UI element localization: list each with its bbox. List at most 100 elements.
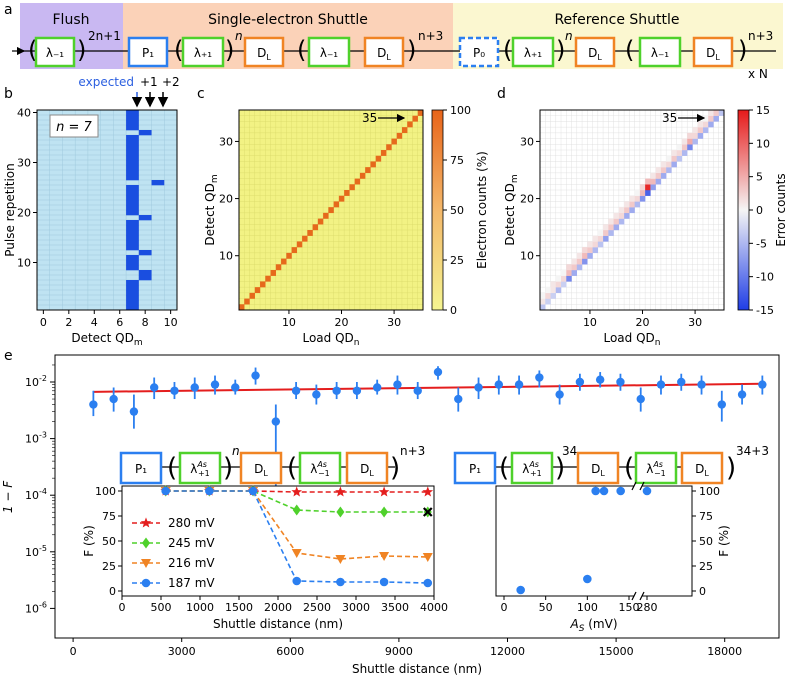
heatmap-cell	[126, 230, 139, 236]
heatmap-cell	[317, 218, 324, 225]
axis-break	[631, 481, 645, 491]
n-label: n = 7	[56, 120, 92, 135]
heatmap-cell	[576, 258, 583, 265]
x-tick-label: 500	[151, 601, 172, 614]
data-point	[656, 380, 666, 389]
heatmap-cell	[126, 255, 139, 261]
heatmap-cell	[138, 215, 152, 221]
x-tick-label: 30	[387, 316, 401, 329]
lambda-plus-box	[511, 36, 555, 68]
y-tick-label: 75	[102, 510, 116, 523]
dl-box	[692, 36, 734, 68]
series-marker	[292, 576, 302, 586]
colorbar-c	[431, 109, 444, 311]
heatmap-cell	[126, 120, 139, 126]
colorbar-tick-label: 0	[756, 204, 763, 217]
dl-label: DL	[257, 46, 271, 62]
heatmap-cell	[681, 150, 688, 156]
heatmap-cell	[650, 184, 656, 191]
heatmap-d-annotation: 35	[662, 111, 677, 125]
x-tick-label: 3000	[168, 645, 196, 658]
series-marker	[423, 578, 433, 588]
heatmap-cell	[597, 241, 604, 248]
paren-close: )	[738, 36, 747, 64]
heatmap-cell	[126, 135, 139, 141]
inset-left-sequence: P₁ ( λAs +1 ) n DL ( λAs −1 DL ) n+3	[119, 444, 425, 485]
heatmap-cell	[126, 235, 139, 241]
heatmap-cell	[270, 270, 276, 276]
heatmap-cell	[126, 115, 139, 121]
heatmap-cell	[587, 247, 593, 254]
data-point	[758, 380, 767, 389]
heatmap-cell	[401, 127, 408, 134]
x-tick-label: 9000	[385, 645, 413, 658]
legend-label: 216 mV	[168, 556, 215, 570]
paren-close: )	[77, 36, 86, 64]
heatmap-cell	[676, 144, 683, 151]
heatmap-cell	[126, 260, 139, 266]
heatmap-cell	[666, 155, 672, 162]
heatmap-cell	[126, 240, 139, 246]
lambda-minus-label: λ₋₁	[651, 46, 669, 60]
heatmap-cell	[692, 127, 698, 134]
heatmap-cell	[333, 201, 340, 208]
data-point	[677, 377, 686, 387]
heatmap-cell	[582, 247, 588, 254]
p0-label: P₀	[473, 46, 485, 60]
series-marker	[336, 577, 345, 587]
heatmap-cell	[344, 190, 350, 196]
heatmap-cell	[681, 144, 688, 151]
heatmap-cell	[634, 201, 641, 208]
y-tick-label: 50	[102, 535, 116, 548]
data-point	[516, 585, 525, 595]
x-tick-label: 6	[116, 316, 123, 329]
heatmap-cell	[138, 270, 152, 276]
heatmap-cell	[639, 184, 646, 191]
heatmap-cell	[328, 207, 334, 214]
dl-box	[239, 451, 283, 485]
inset-right-n: 34	[562, 444, 577, 458]
inset-left-exponent: n+3	[400, 444, 425, 458]
paren-close: )	[390, 453, 400, 483]
lambda-plus-label: λ₊₁	[524, 46, 542, 60]
paren-close: )	[225, 36, 234, 64]
x-tick-label: 6000	[276, 645, 304, 658]
lambda-minus-box	[307, 36, 351, 68]
heatmap-cell	[540, 298, 546, 305]
p1-box	[453, 451, 497, 485]
data-point	[599, 486, 609, 496]
series-marker	[292, 504, 301, 516]
heatmap-cell	[126, 145, 139, 151]
heatmap-cell	[618, 207, 625, 214]
heatmap-cell	[407, 121, 413, 128]
colorbar-d-label: Error counts	[774, 173, 788, 246]
x-tick-label: 3500	[381, 601, 409, 614]
heatmap-cell	[687, 132, 693, 139]
heatmap-cell	[391, 138, 397, 145]
x-tick-label: 8	[142, 316, 149, 329]
heatmap-cell	[540, 292, 546, 299]
repeat-label: x N	[748, 67, 768, 81]
x-tick-label: 20	[335, 316, 349, 329]
heatmap-cell	[555, 287, 562, 294]
heatmap-cell	[396, 132, 403, 139]
heatmap-cell	[265, 275, 271, 282]
heatmap-cell	[650, 172, 656, 179]
data-point	[555, 390, 564, 399]
panel-a: a Flush Single-electron Shuttle Referenc…	[4, 2, 783, 81]
heatmap-cell	[126, 175, 139, 181]
heatmap-cell	[603, 235, 609, 242]
dl-box	[680, 451, 724, 485]
x-tick-label: 20	[636, 316, 650, 329]
heatmap-cell	[645, 178, 651, 185]
y-tick-label: 100	[699, 485, 720, 498]
data-point	[583, 574, 592, 584]
legend-label: 280 mV	[168, 516, 215, 530]
heatmap-cell	[126, 300, 139, 306]
heatmap-cell	[338, 195, 345, 202]
heatmap-cell	[291, 247, 298, 254]
heatmap-cell	[702, 115, 709, 122]
panel-b-ylabel: Pulse repetition	[3, 163, 17, 257]
heatmap-cell	[587, 241, 593, 248]
heatmap-cell	[655, 167, 662, 174]
